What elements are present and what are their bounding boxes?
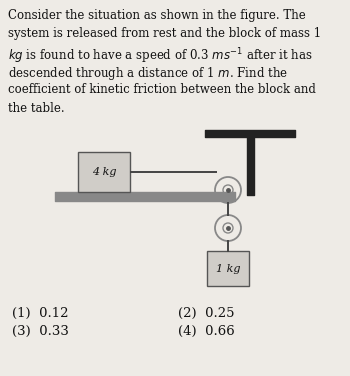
Text: 1 kg: 1 kg: [216, 264, 240, 273]
Text: (1)  0.12: (1) 0.12: [12, 307, 69, 320]
Text: system is released from rest and the block of mass 1: system is released from rest and the blo…: [8, 27, 321, 41]
Bar: [78, 152, 130, 192]
Text: the table.: the table.: [8, 102, 65, 115]
Text: (4)  0.66: (4) 0.66: [178, 325, 235, 338]
Text: descended through a distance of 1 $\it{m}$. Find the: descended through a distance of 1 $\it{m…: [8, 65, 288, 82]
Text: (3)  0.33: (3) 0.33: [12, 325, 69, 338]
Text: $\it{kg}$ is found to have a speed of 0.3 $\mathit{ms}^{-1}$ after it has: $\it{kg}$ is found to have a speed of 0.…: [8, 46, 313, 65]
Bar: [207, 251, 249, 286]
Text: 4 kg: 4 kg: [92, 167, 116, 177]
Text: coefficient of kinetic friction between the block and: coefficient of kinetic friction between …: [8, 83, 316, 96]
Text: (2)  0.25: (2) 0.25: [178, 307, 234, 320]
Text: Consider the situation as shown in the figure. The: Consider the situation as shown in the f…: [8, 9, 306, 22]
